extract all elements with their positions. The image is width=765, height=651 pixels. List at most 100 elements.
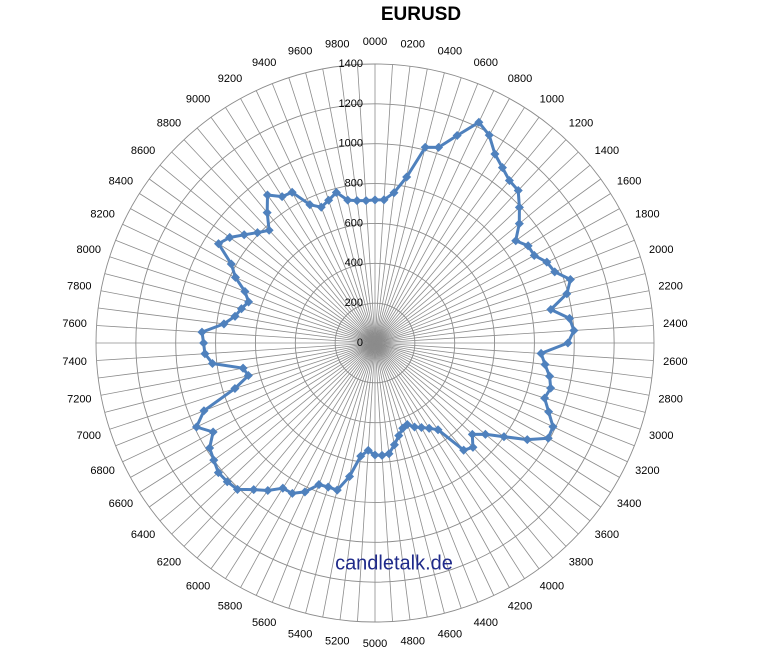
category-label: 3800 [569,556,593,568]
spoke [210,342,376,569]
spoke [374,342,428,618]
category-label: 9800 [325,38,349,50]
spoke [374,193,611,344]
spoke [374,208,620,344]
marker [230,272,240,282]
marker [434,142,444,152]
marker [262,208,272,218]
marker [514,202,524,212]
spoke [374,342,579,535]
marker [199,406,209,416]
marker [324,195,334,205]
spoke [374,325,654,344]
marker [540,359,550,370]
marker [546,383,556,393]
category-label: 8800 [157,117,181,129]
marker [389,188,399,198]
spoke [374,342,462,609]
spoke [98,342,376,379]
spoke [288,77,376,344]
spoke [130,208,376,344]
marker [480,429,490,439]
spoke [374,342,591,522]
marker [213,239,224,249]
marker [323,482,333,492]
category-label: 4600 [438,628,462,640]
spoke [183,342,376,547]
grid-ring [254,222,496,464]
spoke [374,342,646,413]
marker [499,432,509,442]
spoke [374,342,635,447]
r-tick-label: 1400 [339,58,363,70]
category-label: 3600 [595,529,619,541]
spoke [374,223,628,344]
spoke [171,342,376,535]
r-tick-label: 1200 [339,98,363,110]
category-label: 3200 [635,465,659,477]
category-label: 1400 [595,145,619,157]
category-label: 7000 [76,430,100,442]
category-label: 0200 [400,38,424,50]
marker [230,311,240,321]
spoke [374,342,495,596]
marker [511,236,521,246]
spoke [374,342,611,493]
marker [208,427,218,437]
marker [213,468,223,478]
spoke [255,342,376,596]
category-label: 0000 [363,36,387,48]
spoke [159,342,376,522]
category-label: 6000 [186,580,210,592]
category-label: 4800 [400,636,424,648]
marker [243,370,253,381]
marker [205,443,215,453]
marker [197,327,207,337]
spoke [374,342,650,396]
spoke [374,342,411,620]
spoke [374,117,540,344]
spoke [255,90,376,344]
marker [513,185,523,195]
marker [262,190,272,200]
category-label: 9400 [252,57,276,69]
spoke [374,307,652,344]
marker [343,195,353,205]
spoke [374,151,579,344]
marker [424,423,434,433]
marker [545,371,555,381]
spoke [374,342,510,588]
spoke [271,342,376,603]
spoke [109,256,376,344]
category-label: 7200 [67,393,91,405]
spoke [374,342,654,361]
r-tick-label: 600 [345,217,363,229]
spoke [374,273,646,344]
spoke [305,342,376,614]
category-label: 0600 [474,57,498,69]
spoke [374,68,428,344]
marker [263,485,273,496]
marker [222,477,232,487]
marker [361,196,371,206]
spoke [374,342,445,614]
category-label: 9000 [186,93,210,105]
category-label: 1000 [540,93,564,105]
marker [410,422,420,432]
category-label: 5000 [363,638,387,650]
spoke [96,342,376,361]
marker [536,348,546,358]
marker [277,192,287,202]
spoke [374,164,591,344]
spoke [374,256,641,344]
marker [546,304,556,314]
r-tick-label: 400 [345,257,363,269]
category-label: 3000 [649,430,673,442]
marker [287,187,297,197]
marker [232,484,243,494]
r-tick-label: 1000 [339,138,363,150]
marker [352,196,362,206]
category-label: 7800 [67,281,91,293]
spoke [98,307,376,344]
spoke [115,342,376,447]
